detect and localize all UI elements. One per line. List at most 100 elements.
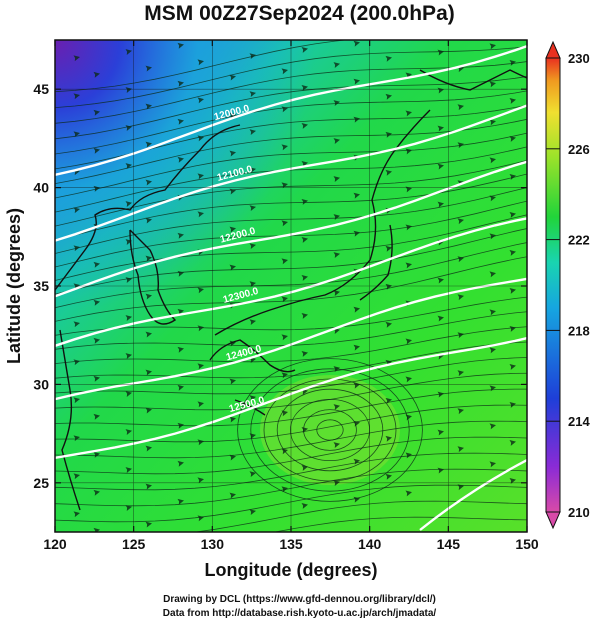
streamline: [55, 311, 527, 350]
flow-arrow: [93, 413, 100, 420]
flow-arrow: [145, 255, 153, 262]
x-axis-title: Longitude (degrees): [204, 560, 377, 580]
flow-arrow: [229, 112, 237, 119]
flow-arrow: [385, 245, 393, 252]
warm-region: [260, 375, 400, 485]
streamline: [55, 173, 527, 241]
flow-arrow: [509, 135, 517, 142]
streamline: [55, 160, 527, 227]
streamline: [55, 326, 527, 364]
flow-arrow: [249, 53, 256, 60]
flow-arrow: [385, 169, 393, 176]
flow-arrow: [437, 125, 445, 132]
flow-arrow: [93, 451, 100, 458]
flow-arrow: [229, 492, 237, 499]
credit-data: Data from http://database.rish.kyoto-u.a…: [162, 608, 437, 619]
flow-arrow: [301, 426, 308, 433]
y-tick-label: 45: [33, 81, 49, 97]
streamline: [55, 46, 527, 108]
flow-arrow: [145, 217, 152, 224]
flow-arrow: [489, 233, 496, 240]
flow-arrow: [385, 131, 393, 138]
flow-arrow: [509, 325, 517, 332]
contour-line: [419, 458, 527, 531]
flow-arrow: [405, 490, 412, 497]
flow-arrow: [281, 258, 288, 265]
streamline: [272, 516, 527, 532]
colorbar-tick-label: 210: [568, 505, 590, 520]
flow-arrow: [145, 65, 152, 72]
streamline: [55, 90, 527, 155]
flow-arrow: [73, 93, 80, 100]
flow-arrow: [125, 125, 132, 131]
flow-arrow: [333, 252, 340, 258]
streamline: [55, 200, 527, 268]
flow-arrow: [249, 433, 256, 440]
flow-arrow: [457, 104, 465, 111]
flow-arrow: [73, 207, 80, 214]
flow-arrow: [509, 173, 517, 180]
flow-arrow: [73, 435, 80, 442]
streamline: [55, 76, 527, 140]
flow-arrow: [73, 245, 80, 252]
flow-arrow: [509, 249, 517, 256]
streamline: [55, 452, 527, 491]
flow-arrow: [405, 414, 412, 421]
flow-arrow: [281, 144, 289, 151]
flow-arrow: [489, 157, 496, 164]
flow-arrow: [489, 385, 497, 392]
flow-arrow: [353, 192, 361, 199]
flow-arrow: [125, 391, 132, 397]
flow-arrow: [353, 78, 360, 85]
y-tick-label: 25: [33, 475, 49, 491]
flow-arrow: [405, 262, 412, 269]
flow-arrow: [405, 110, 412, 117]
flow-arrow: [197, 173, 205, 180]
flow-arrow: [145, 407, 153, 414]
flow-arrow: [145, 179, 152, 186]
flow-arrow: [197, 59, 205, 66]
flow-arrow: [73, 131, 80, 138]
flow-arrow: [125, 201, 133, 207]
flow-arrow: [177, 270, 185, 277]
flow-arrow: [301, 198, 309, 205]
flow-arrow: [93, 147, 100, 154]
flow-arrow: [177, 346, 185, 353]
flow-arrow: [93, 375, 100, 382]
flow-arrow: [125, 315, 132, 321]
swirl-streamline: [250, 368, 410, 492]
flow-arrow: [73, 397, 80, 404]
flow-arrow: [333, 404, 341, 410]
flow-arrow: [457, 142, 465, 149]
chart-title: MSM 00Z27Sep2024 (200.0hPa): [144, 2, 455, 25]
flow-arrow: [197, 211, 205, 218]
streamline: [55, 388, 527, 427]
flow-arrow: [353, 40, 360, 47]
flow-arrow: [353, 306, 361, 313]
flow-arrow: [197, 439, 205, 446]
y-axis-title: Latitude (degrees): [4, 208, 24, 364]
x-tick-label: 140: [358, 536, 382, 552]
flow-arrow: [353, 496, 361, 503]
flow-arrow: [93, 71, 101, 78]
flow-arrow: [301, 236, 309, 243]
flow-arrow: [73, 321, 80, 328]
flow-arrow: [145, 103, 152, 110]
flow-arrow: [333, 100, 340, 106]
flow-arrow: [489, 309, 497, 316]
colorbar: 210 214 218 222 226 230: [545, 40, 590, 530]
flow-arrow: [197, 135, 205, 142]
flow-arrow: [301, 122, 309, 129]
flow-arrow: [301, 160, 309, 167]
flow-arrow: [197, 477, 205, 484]
flow-arrow: [405, 148, 412, 155]
colorbar-tick-label: 222: [568, 233, 590, 248]
flow-arrow: [281, 106, 288, 113]
flow-arrow: [489, 81, 496, 88]
flow-arrow: [125, 163, 133, 169]
swirl-streamline: [263, 378, 397, 482]
flow-arrow: [489, 461, 497, 468]
streamline: [55, 228, 527, 295]
flow-arrow: [489, 271, 497, 278]
